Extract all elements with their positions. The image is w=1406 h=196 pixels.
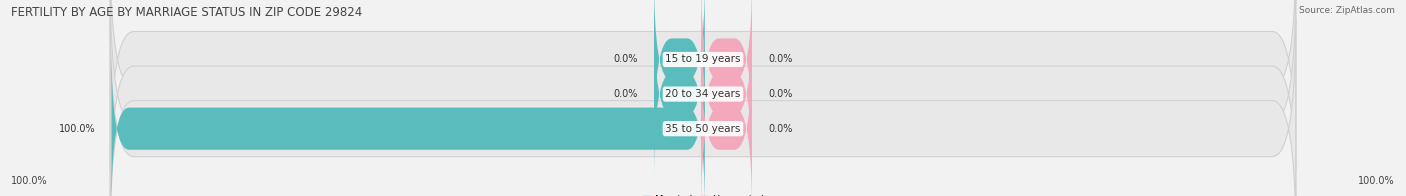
Legend: Married, Unmarried: Married, Unmarried: [638, 191, 768, 196]
Text: FERTILITY BY AGE BY MARRIAGE STATUS IN ZIP CODE 29824: FERTILITY BY AGE BY MARRIAGE STATUS IN Z…: [11, 6, 363, 19]
Text: 0.0%: 0.0%: [768, 54, 792, 64]
Text: 0.0%: 0.0%: [768, 89, 792, 99]
FancyBboxPatch shape: [654, 11, 704, 177]
FancyBboxPatch shape: [110, 18, 1296, 196]
Text: 100.0%: 100.0%: [11, 176, 48, 186]
Text: 0.0%: 0.0%: [768, 124, 792, 134]
FancyBboxPatch shape: [702, 11, 752, 177]
FancyBboxPatch shape: [111, 46, 704, 196]
Text: Source: ZipAtlas.com: Source: ZipAtlas.com: [1299, 6, 1395, 15]
FancyBboxPatch shape: [702, 0, 752, 142]
Text: 35 to 50 years: 35 to 50 years: [665, 124, 741, 134]
Text: 100.0%: 100.0%: [1358, 176, 1395, 186]
Text: 0.0%: 0.0%: [614, 89, 638, 99]
Text: 0.0%: 0.0%: [614, 54, 638, 64]
FancyBboxPatch shape: [702, 46, 752, 196]
Text: 15 to 19 years: 15 to 19 years: [665, 54, 741, 64]
FancyBboxPatch shape: [110, 0, 1296, 170]
FancyBboxPatch shape: [654, 0, 704, 142]
FancyBboxPatch shape: [110, 0, 1296, 196]
Text: 20 to 34 years: 20 to 34 years: [665, 89, 741, 99]
Text: 100.0%: 100.0%: [59, 124, 96, 134]
